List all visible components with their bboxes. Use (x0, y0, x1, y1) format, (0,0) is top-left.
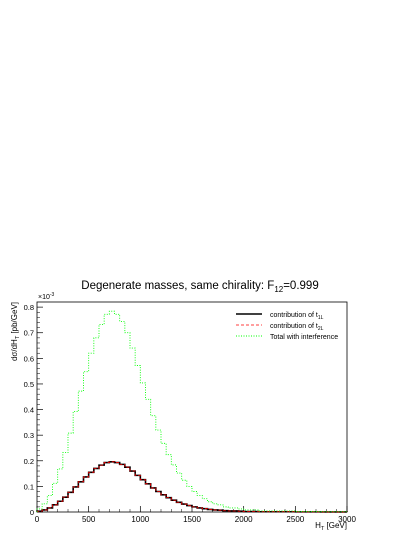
y-tick-label: 0.3 (24, 431, 34, 440)
series-line-0 (36, 461, 348, 513)
x-axis: 0 500 1000 1500 2000 2500 3000 (35, 506, 356, 524)
y-multiplier: ×10-3 (38, 292, 55, 301)
x-tick-label: 1500 (183, 515, 201, 524)
y-axis: 0 0.1 0.2 0.3 0.4 0.5 0.6 0.7 0.8 (24, 303, 43, 517)
y-tick-label: 0.2 (24, 457, 34, 466)
legend-label-t2l: contribution of t2L (270, 323, 324, 332)
legend: contribution of t1L contribution of t2L … (236, 312, 338, 341)
y-tick-label: 0.5 (24, 380, 34, 389)
series-line-1 (36, 461, 348, 513)
x-tick-label: 1000 (131, 515, 149, 524)
x-axis-label: HT [GeV] (315, 521, 347, 532)
legend-label-total: Total with interference (270, 334, 338, 341)
legend-item-t1l: contribution of t1L (236, 312, 324, 321)
x-tick-label: 2500 (286, 515, 304, 524)
y-tick-label: 0.8 (24, 303, 34, 312)
legend-label-t1l: contribution of t1L (270, 312, 324, 321)
y-axis-label: dσ/dHT [pb/GeV] (10, 302, 21, 361)
x-tick-label: 2000 (235, 515, 253, 524)
legend-item-total: Total with interference (236, 334, 338, 341)
y-tick-label: 0.4 (24, 406, 34, 415)
y-tick-label: 0 (30, 508, 34, 517)
x-tick-label: 3000 (338, 515, 356, 524)
x-tick-label: 0 (35, 515, 40, 524)
y-tick-label: 0.7 (24, 329, 34, 338)
chart-title: Degenerate masses, same chirality: F12=0… (81, 280, 318, 294)
series-layer (36, 310, 348, 513)
x-tick-label: 500 (82, 515, 96, 524)
y-tick-label: 0.1 (24, 482, 34, 491)
y-tick-label: 0.6 (24, 354, 34, 363)
legend-item-t2l: contribution of t2L (236, 323, 324, 332)
